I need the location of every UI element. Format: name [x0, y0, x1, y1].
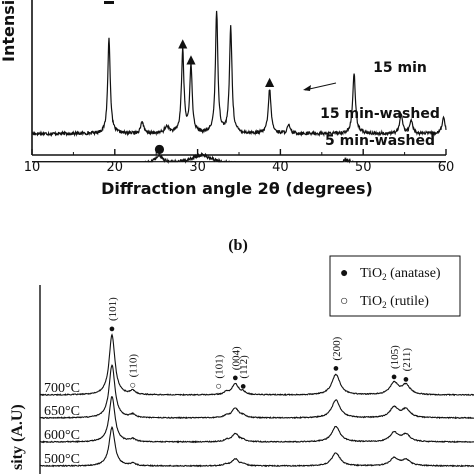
panel-a-x-ticks: [31, 149, 447, 155]
peak-label-1: (101): [107, 297, 119, 321]
b-series-3-line: [39, 396, 474, 444]
x-tick-label: 40: [272, 160, 289, 175]
peak-marker-1: ▲: [178, 36, 188, 50]
b-series-4-line: [39, 426, 474, 468]
peak-label-5: (112): [238, 355, 250, 379]
panel-b-label: (b): [228, 237, 248, 254]
legend-anatase-marker: ●: [340, 266, 348, 281]
peak-label-2: (110): [128, 354, 140, 378]
x-tick-label: 30: [189, 160, 206, 175]
panel-b-curves: [39, 333, 474, 468]
panel-b-y-axis-label: sity (A.U): [9, 404, 26, 470]
peak-symbol-7: ●: [391, 371, 398, 383]
peak-label-4: (004): [230, 346, 242, 370]
legend-rutile-marker: ○: [340, 294, 348, 309]
peak-marker-3: ▲: [265, 75, 275, 89]
peak-symbol-8: ●: [403, 373, 410, 385]
b-series-2-line: [39, 364, 474, 420]
b-series-2-label: 650°C: [44, 404, 80, 419]
peak-label-8: (211): [401, 348, 413, 372]
legend-anatase-label: TiO2 (anatase): [360, 266, 441, 282]
peak-symbol-3: ○: [215, 381, 222, 393]
b-series-1-label: 700°C: [44, 381, 80, 396]
series-3-label: 5 min-washed: [325, 133, 435, 149]
series-1-line: [31, 10, 447, 138]
series-2-label: 15 min-washed: [320, 106, 440, 122]
series-1-label: 15 min: [373, 60, 427, 76]
panel-b-peak-annotations: ●(101)○(110)○(101) ●(004)●(112) ●(200)●(10…: [107, 297, 413, 393]
b-series-1-line: [39, 333, 474, 397]
b-series-4-label: 500°C: [44, 452, 80, 467]
peak-symbol-2: ○: [129, 379, 136, 391]
x-tick-label: 20: [107, 160, 124, 175]
x-tick-label: 50: [355, 160, 372, 175]
panel-a-x-tick-labels: 10 20 30 40 50 60: [24, 160, 455, 175]
peak-marker-4: ●: [154, 141, 164, 155]
panel-a: ▲ ▲ ▲ ● 15 min 15 min-washed 5 min-washed 10 2…: [0, 0, 454, 198]
peak-label-3: (101): [214, 354, 226, 378]
b-series-3-label: 600°C: [44, 428, 80, 443]
panel-a-curves: [31, 10, 447, 165]
x-tick-label: 60: [438, 160, 455, 175]
peak-symbol-1: ●: [109, 323, 116, 335]
panel-a-y-axis-label: Intensit: [0, 0, 18, 62]
panel-a-arrow: [303, 82, 337, 91]
panel-b-series-labels: 700°C 650°C 600°C 500°C: [44, 381, 80, 467]
peak-symbol-4: ●: [232, 372, 239, 384]
legend-box: [329, 255, 461, 317]
x-tick-label: 10: [24, 160, 41, 175]
panel-b-legend: ● TiO2 (anatase) ○ TiO2 (rutile): [329, 255, 461, 317]
peak-marker-2: ▲: [186, 52, 196, 66]
legend-rutile-label: TiO2 (rutile): [360, 294, 429, 310]
panel-a-markers: ▲ ▲ ▲ ●: [104, 1, 275, 155]
arrow-head: [303, 85, 311, 91]
peak-symbol-5: ●: [240, 381, 247, 393]
peak-label-6: (200): [331, 336, 343, 360]
peak-marker-cut: [104, 1, 115, 4]
peak-symbol-6: ●: [333, 363, 340, 375]
panel-a-x-axis-label: Diffraction angle 2θ (degrees): [101, 179, 373, 198]
peak-label-7: (105): [389, 345, 401, 369]
panel-a-series-labels: 15 min 15 min-washed 5 min-washed: [320, 60, 440, 149]
